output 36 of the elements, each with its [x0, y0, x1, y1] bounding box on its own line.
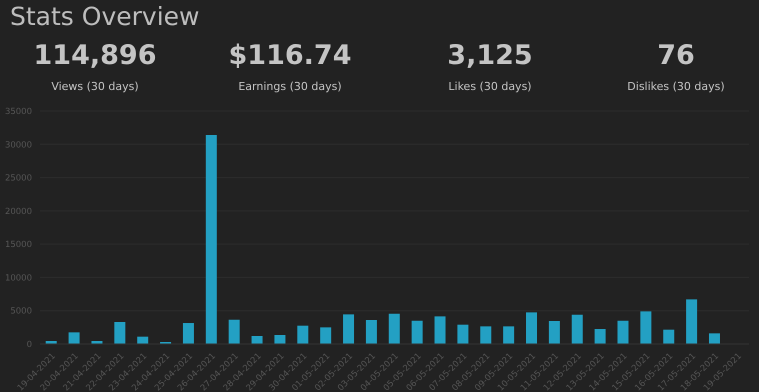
- bar: [228, 320, 240, 344]
- text: Views (30 days): [50, 80, 140, 93]
- bar: [434, 316, 446, 344]
- bar: [388, 314, 400, 344]
- text: 114,896: [32, 40, 158, 71]
- bar: [182, 323, 194, 344]
- text: Earnings (30 days): [237, 80, 343, 93]
- bar: [297, 326, 308, 344]
- bar: [320, 327, 332, 344]
- bar: [343, 314, 354, 344]
- bar: [252, 336, 263, 344]
- text: Dislikes (30 days): [626, 80, 726, 93]
- text: 76: [656, 40, 696, 71]
- bar: [686, 299, 698, 344]
- bar: [572, 314, 583, 344]
- bar: [457, 324, 468, 344]
- bar: [526, 312, 538, 344]
- bar: [480, 326, 492, 344]
- bar: [274, 335, 286, 344]
- bar: [68, 332, 80, 344]
- bar: [640, 311, 652, 344]
- bar: [548, 321, 560, 344]
- text: 3,125: [446, 40, 534, 71]
- chart-title: Stats Overview: [10, 2, 200, 31]
- bar: [137, 336, 148, 344]
- bar: [617, 320, 628, 344]
- bar: [114, 322, 126, 344]
- bar: [708, 333, 720, 344]
- bar: [412, 320, 423, 344]
- text: $116.74: [228, 40, 352, 71]
- text: Likes (30 days): [447, 80, 533, 93]
- bar: [594, 329, 606, 344]
- bar: [206, 134, 217, 344]
- bar: [503, 326, 514, 344]
- bar: [366, 320, 377, 344]
- bar: [663, 330, 674, 344]
